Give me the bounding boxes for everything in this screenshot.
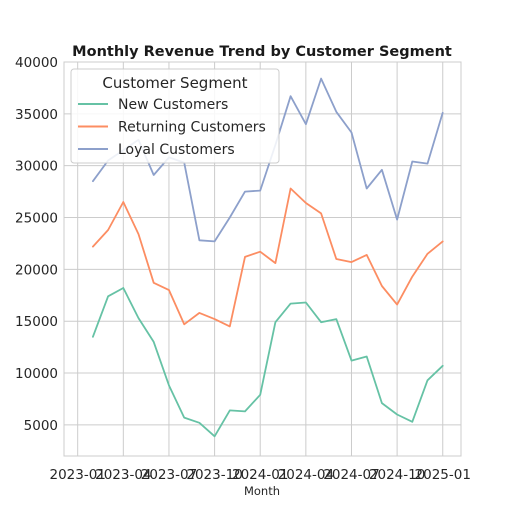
y-tick-label: 35000	[15, 107, 58, 123]
y-tick-label: 25000	[15, 211, 58, 227]
y-tick-label: 15000	[15, 314, 58, 330]
legend: Customer Segment New Customers Returning …	[71, 69, 279, 163]
chart-title: Monthly Revenue Trend by Customer Segmen…	[72, 44, 452, 60]
y-tick-label: 5000	[24, 418, 58, 434]
y-tick-label: 40000	[15, 55, 58, 71]
series-line-returning-customers	[93, 189, 443, 327]
legend-label: New Customers	[118, 97, 228, 113]
y-axis-ticks: 5000 10000 15000 20000 25000 30000 35000 40000	[15, 55, 58, 434]
x-axis-label: Month	[244, 484, 280, 498]
x-axis-ticks: 2023-012023-042023-072023-102024-012024-…	[49, 467, 470, 483]
legend-label: Returning Customers	[118, 120, 266, 136]
legend-label: Loyal Customers	[118, 142, 235, 158]
series-line-new-customers	[93, 288, 443, 436]
y-tick-label: 10000	[15, 366, 58, 382]
y-tick-label: 30000	[15, 159, 58, 175]
legend-title: Customer Segment	[102, 74, 247, 92]
y-tick-label: 20000	[15, 262, 58, 278]
x-tick-label: 2025-01	[415, 467, 471, 483]
